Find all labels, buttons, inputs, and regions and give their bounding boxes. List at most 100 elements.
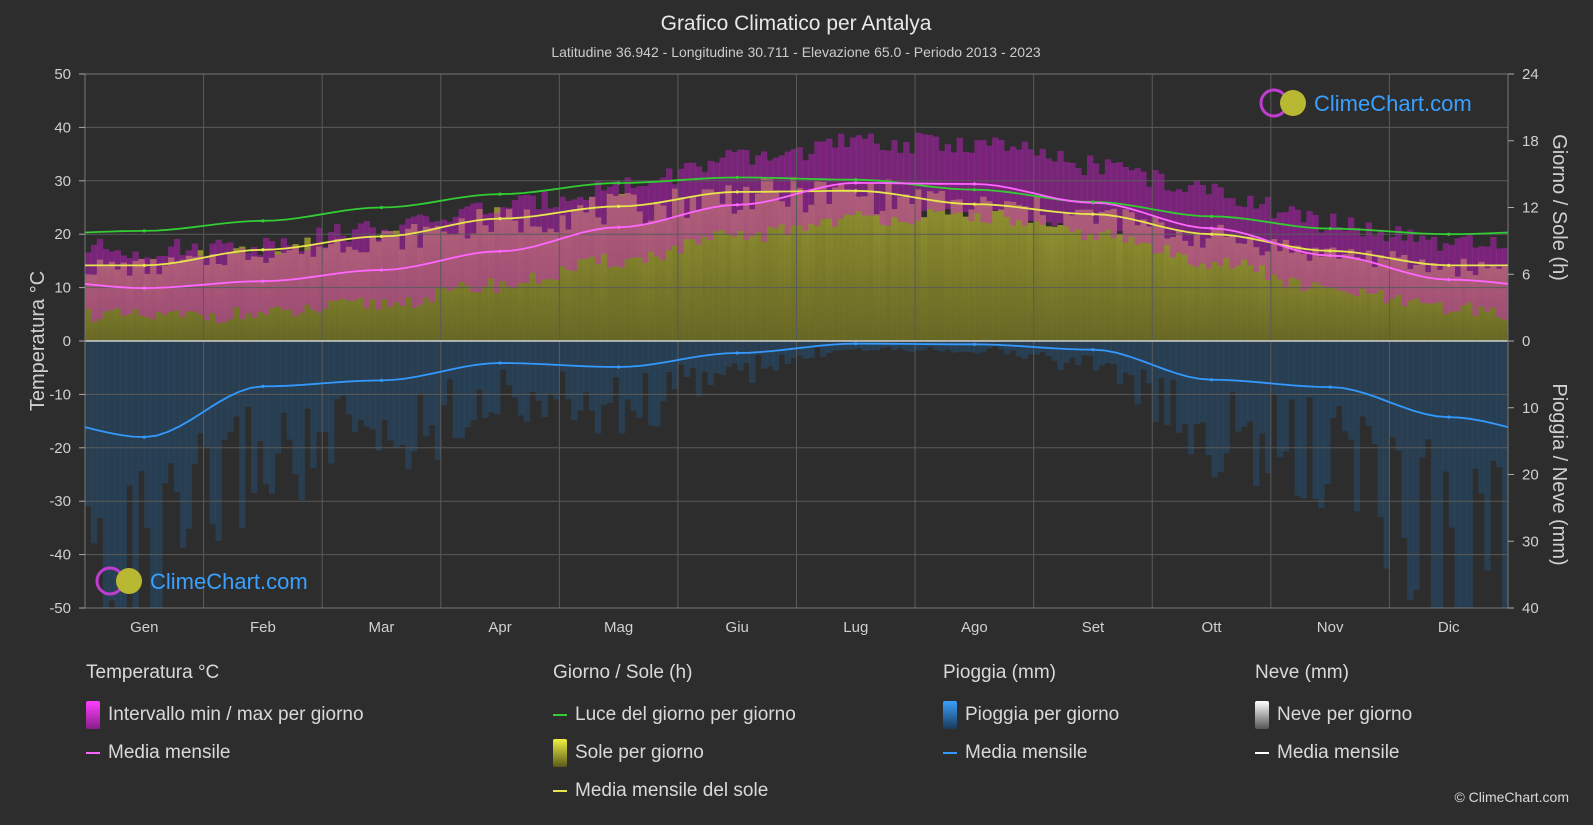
rain-day-bar [1187, 341, 1195, 455]
temp-range-day-bar [772, 157, 780, 229]
rain-day-bar [1359, 341, 1367, 417]
sunshine-day-bar [891, 209, 898, 341]
sunshine-day-bar [772, 190, 780, 341]
rain-day-bar [470, 341, 477, 421]
rain-day-bar [120, 341, 127, 608]
temp-range-day-bar [245, 252, 252, 314]
sunshine_mean-point [379, 234, 384, 239]
temp-range-day-bar [1490, 237, 1497, 308]
sunshine-day-bar [334, 238, 341, 341]
sunshine-day-bar [363, 252, 370, 341]
sunshine-day-bar [505, 209, 513, 341]
rain-day-bar [476, 341, 483, 390]
sunshine-day-bar [1170, 237, 1177, 341]
rain-day-bar [209, 341, 216, 525]
temp-range-day-bar [885, 150, 892, 226]
sunshine-day-bar [292, 244, 299, 341]
rain-day-bar [1211, 341, 1218, 478]
legend-label: Intervallo min / max per giorno [108, 704, 364, 725]
sunshine-day-bar [168, 257, 175, 341]
rain-day-bar [897, 341, 904, 349]
y-left-tick-label: 50 [54, 66, 71, 83]
sunshine-day-bar [1158, 222, 1165, 341]
sunshine-day-bar [606, 193, 614, 341]
temp-range-day-bar [1377, 229, 1384, 291]
rain-day-bar [517, 341, 525, 416]
sunshine-day-bar [523, 209, 531, 341]
y-left-tick-label: -50 [49, 600, 71, 617]
temp-range-day-bar [1087, 155, 1094, 234]
rain-day-bar [345, 341, 353, 415]
rain-day-bar [1330, 341, 1337, 418]
temp-range-day-bar [766, 160, 774, 227]
sunshine-day-bar [642, 223, 649, 341]
temp-range-day-bar [737, 149, 744, 231]
temp-range-day-bar [316, 227, 323, 313]
sunshine-day-bar [903, 194, 910, 341]
sunshine-day-bar [921, 217, 928, 341]
sunshine-day-bar [1146, 226, 1153, 341]
sunshine-day-bar [1424, 272, 1432, 341]
temp-range-day-bar [357, 223, 365, 298]
sunshine-day-bar [926, 191, 934, 341]
temp-range-day-bar [956, 137, 963, 213]
temp-range-day-bar [1199, 184, 1207, 264]
rain-day-bar [1484, 341, 1491, 571]
legend-label: Pioggia per giorno [965, 704, 1120, 725]
sunshine-day-bar [571, 209, 578, 341]
sunshine-day-bar [488, 231, 495, 341]
sunshine-day-bar [1164, 238, 1171, 341]
temp-range-day-bar [120, 255, 127, 316]
sunshine-day-bar [1253, 247, 1260, 341]
sunshine-day-bar [1199, 247, 1207, 341]
sunshine-day-bar [517, 232, 525, 341]
daylight-line [84, 176, 1509, 236]
temp-range-day-bar [126, 258, 133, 315]
sunshine-day-bar [185, 255, 193, 341]
sunshine-day-bar [671, 188, 679, 341]
sunshine-day-bar [1217, 224, 1224, 341]
rain-day-bar [1164, 341, 1171, 426]
temp-range-day-bar [102, 248, 110, 312]
rain-day-bar [1264, 341, 1272, 474]
rain-day-bar [1490, 341, 1497, 461]
temp-range-day-bar [156, 256, 163, 312]
temp-range-day-bar [1229, 198, 1236, 269]
rain-day-bar [968, 341, 975, 353]
temp-range-day-bar [1152, 169, 1159, 254]
temp-range-day-bar [1347, 217, 1355, 294]
rain-day-bar [375, 341, 382, 451]
temp-range-day-bar [1318, 232, 1325, 286]
rain-day-bar [529, 341, 537, 393]
rain-day-bar [90, 341, 98, 544]
sunshine-day-bar [974, 203, 981, 341]
temp-range-day-bar [731, 151, 738, 237]
sunshine-day-bar [565, 229, 572, 341]
temp-range-day-bar [968, 152, 975, 222]
legend-label: Neve per giorno [1277, 704, 1413, 725]
temp-range-day-bar [286, 245, 293, 310]
sunshine-day-bar [915, 189, 922, 341]
sunshine-day-bar [1152, 216, 1159, 341]
temp-range-day-bar [150, 259, 157, 320]
temp-range-day-bar [1466, 234, 1473, 303]
x-tick-label: Gen [130, 619, 158, 636]
sunshine-day-bar [980, 196, 987, 341]
sunshine-day-bar [286, 250, 293, 341]
sunshine-day-bar [102, 266, 110, 341]
temp-range-day-bar [1051, 161, 1058, 227]
sunshine-day-bar [1128, 212, 1135, 341]
x-tick-label: Mag [604, 619, 633, 636]
rain-day-bar [1258, 341, 1266, 434]
sunshine-day-bar [962, 216, 969, 341]
sunshine-day-bar [707, 189, 714, 341]
temp-range-day-bar [535, 209, 542, 284]
rain-day-bar [980, 341, 987, 352]
sunshine-day-bar [666, 219, 673, 341]
sunshine-day-bar [85, 274, 92, 341]
temp-range-day-bar [624, 177, 631, 260]
temp-range-day-bar [488, 212, 495, 279]
sunshine-day-bar [239, 246, 246, 341]
legend-swatch [1255, 752, 1269, 754]
sunshine-day-bar [766, 179, 774, 341]
